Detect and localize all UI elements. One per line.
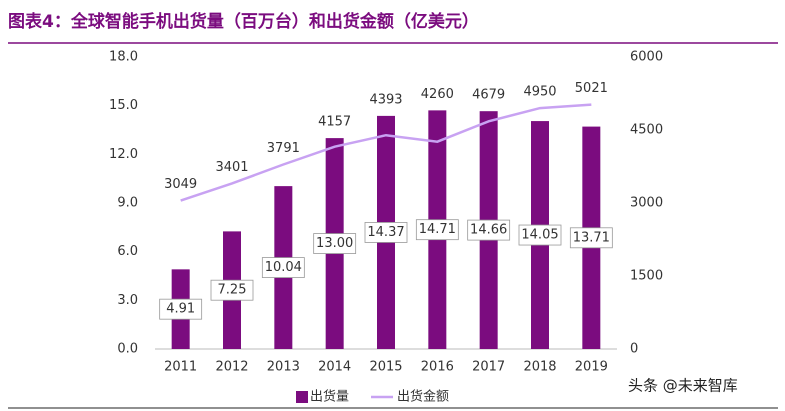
value-label: 13.71 <box>573 230 610 245</box>
chart-title: 图表4：全球智能手机出货量（百万台）和出货金额（亿美元） <box>8 11 479 32</box>
value-label: 14.05 <box>521 228 558 243</box>
line-value-label: 3401 <box>215 160 248 175</box>
y2-tick-label: 0 <box>630 342 638 357</box>
x-tick-label: 2018 <box>523 360 556 375</box>
y-tick-label: 9.0 <box>117 196 138 211</box>
watermark: 头条 @未来智库 <box>628 377 738 395</box>
line-value-label: 5021 <box>575 81 608 96</box>
x-tick-label: 2016 <box>421 360 454 375</box>
y2-tick-label: 4500 <box>630 123 663 138</box>
line-value-label: 4679 <box>472 88 505 103</box>
value-label-box <box>569 227 613 249</box>
value-label-box <box>313 233 357 254</box>
value-label: 4.91 <box>166 302 195 317</box>
y-tick-label: 6.0 <box>117 244 138 259</box>
legend-label: 出货量 <box>310 389 349 405</box>
x-tick-label: 2017 <box>472 360 505 375</box>
line-value-label: 4157 <box>318 115 351 130</box>
value-label: 7.25 <box>218 283 247 298</box>
legend-label: 出货金额 <box>397 389 449 405</box>
y2-tick-label: 1500 <box>630 269 663 284</box>
line-value-label: 4260 <box>421 87 454 102</box>
line-value-label: 3049 <box>164 177 197 192</box>
y-tick-label: 0.0 <box>117 342 138 357</box>
value-label: 14.66 <box>470 223 507 238</box>
value-label-box <box>159 298 203 320</box>
x-tick-label: 2011 <box>164 360 197 375</box>
line-value-label: 4393 <box>369 92 402 107</box>
value-label-box <box>364 222 408 243</box>
y-tick-label: 12.0 <box>109 147 138 162</box>
y-tick-label: 15.0 <box>109 98 138 113</box>
legend-swatch <box>296 391 308 403</box>
value-label: 13.00 <box>316 236 353 251</box>
value-label-box <box>210 279 254 301</box>
value-label: 10.04 <box>265 260 302 275</box>
line-value-label: 3791 <box>267 141 300 156</box>
y2-tick-label: 3000 <box>630 196 663 211</box>
line-value-label: 4950 <box>523 85 556 100</box>
line <box>180 103 592 202</box>
y-tick-label: 18.0 <box>109 50 138 65</box>
value-label-box <box>467 219 511 241</box>
value-label: 14.71 <box>419 222 456 237</box>
x-tick-label: 2019 <box>575 360 608 375</box>
x-tick-label: 2014 <box>318 360 351 375</box>
value-label-box <box>415 219 459 241</box>
y-tick-label: 3.0 <box>117 293 138 308</box>
value-label-box <box>261 257 305 278</box>
x-tick-label: 2013 <box>267 360 300 375</box>
x-tick-label: 2015 <box>369 360 402 375</box>
value-label-box <box>518 224 562 246</box>
x-tick-label: 2012 <box>215 360 248 375</box>
y2-tick-label: 6000 <box>630 50 663 65</box>
value-label: 14.37 <box>367 225 404 240</box>
